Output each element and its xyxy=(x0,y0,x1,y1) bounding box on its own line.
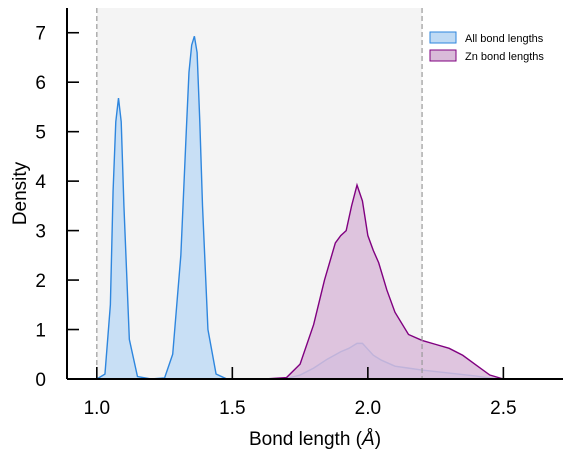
legend: All bond lengths Zn bond lengths xyxy=(429,31,544,63)
legend-label-all-bond-lengths: All bond lengths xyxy=(465,33,544,45)
x-tick-label: 1.5 xyxy=(219,398,245,419)
legend-label-zn-bond-lengths: Zn bond lengths xyxy=(465,51,544,63)
y-tick-label: 6 xyxy=(35,73,46,94)
y-tick-label: 7 xyxy=(35,24,46,45)
legend-swatch-zn-bond-lengths xyxy=(429,49,457,62)
y-tick-label: 5 xyxy=(35,123,46,144)
x-axis-ticks: 1.0 1.5 2.0 2.5 xyxy=(84,367,517,419)
y-axis-ticks: 0 1 2 3 4 5 6 7 xyxy=(35,24,79,391)
y-tick-label: 0 xyxy=(35,370,46,391)
y-tick-label: 4 xyxy=(35,172,46,193)
y-tick-label: 1 xyxy=(35,321,46,342)
y-tick-label: 3 xyxy=(35,222,46,243)
series-layer xyxy=(96,35,504,380)
y-axis-title: Density xyxy=(10,161,31,225)
x-tick-label: 1.0 xyxy=(84,398,110,419)
x-tick-label: 2.0 xyxy=(355,398,381,419)
y-tick-label: 2 xyxy=(35,271,46,292)
x-axis-title: Bond length (Å) xyxy=(249,429,381,450)
legend-swatch-all-bond-lengths xyxy=(429,31,457,44)
x-tick-label: 2.5 xyxy=(490,398,516,419)
series-area-all-bond-lengths xyxy=(96,36,504,379)
series-line-zn-bond-lengths xyxy=(264,182,504,380)
